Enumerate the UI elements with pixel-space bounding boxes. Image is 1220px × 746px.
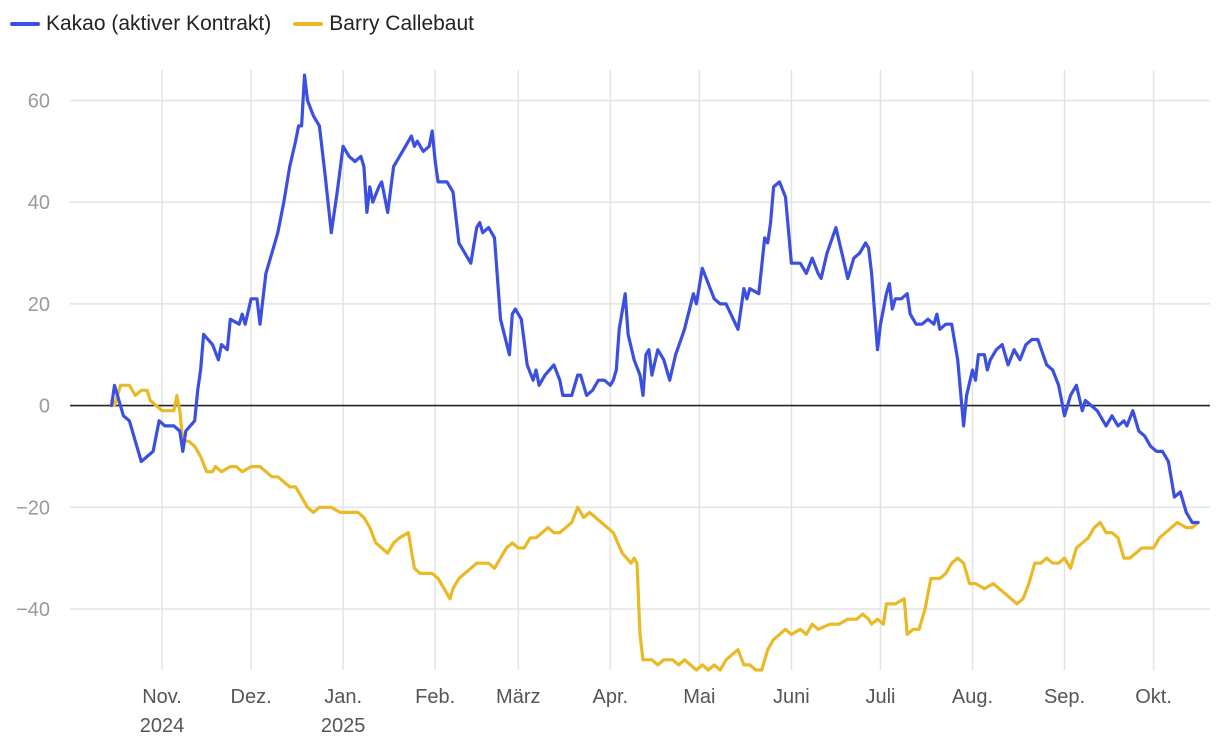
legend-item-kakao[interactable]: Kakao (aktiver Kontrakt) [10,12,271,36]
x-tick-label: Apr. [593,686,629,708]
x-tick-label: Juli [865,686,895,708]
y-tick-label: −40 [16,599,50,621]
y-tick-label: 40 [28,192,50,214]
x-axis: Nov. 2024 Dez. Jan. 2025 Feb. März Apr. Mai Juni J… [140,686,1172,737]
series-line-kakao-aktiver-kontrakt [110,73,1200,525]
x-tick-label: Feb. [415,686,455,708]
legend-swatch-barry-callebaut [293,22,324,26]
x-tick-label: Okt. [1135,686,1172,708]
x-tick-year-label: 2024 [140,715,185,737]
x-tick-label: März [496,686,540,708]
chart-legend: Kakao (aktiver Kontrakt) Barry Callebaut [10,12,496,36]
series-line-barry-callebaut [110,383,1200,672]
x-tick-label: Nov. [142,686,182,708]
y-axis: 60 40 20 0 −20 −40 [16,91,50,621]
x-tick-label: Aug. [952,686,993,708]
legend-item-barry-callebaut[interactable]: Barry Callebaut [293,12,474,36]
legend-label-barry-callebaut: Barry Callebaut [329,12,474,35]
y-tick-label: 60 [28,91,50,113]
x-tick-label: Sep. [1044,686,1085,708]
y-tick-label: −20 [16,497,50,519]
legend-swatch-kakao [10,22,40,26]
x-tick-label: Jan. [324,686,362,708]
series-lines [110,73,1200,672]
x-tick-label: Juni [773,686,810,708]
x-tick-year-label: 2025 [321,715,366,737]
x-tick-label: Mai [683,686,715,708]
y-tick-label: 0 [39,396,50,418]
grid-lines [70,70,1210,670]
legend-label-kakao: Kakao (aktiver Kontrakt) [46,12,272,35]
x-tick-label: Dez. [231,686,272,708]
y-tick-label: 20 [28,294,50,316]
